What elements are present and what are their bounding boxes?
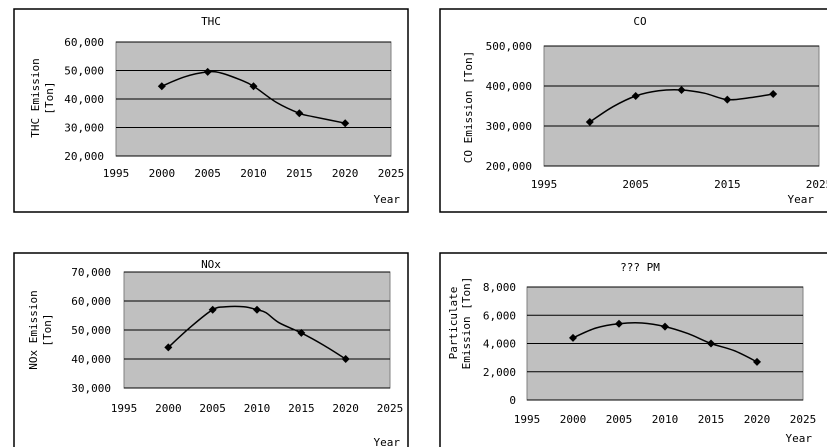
data-point <box>157 82 166 91</box>
plot-area <box>543 45 820 167</box>
x-tick-label: 1995 <box>531 178 558 191</box>
x-tick-label: 1995 <box>514 413 541 426</box>
y-tick-label: 50,000 <box>64 65 104 78</box>
x-axis-label: Year <box>786 432 813 445</box>
data-point <box>769 90 778 98</box>
chart-panel-thc: THC Year THC Emission [Ton] 20,000 30,000… <box>13 8 409 213</box>
data-point <box>341 119 350 128</box>
x-tick-label: 2025 <box>378 167 405 180</box>
chart-panel-co: CO Year CO Emission [Ton] 200,000 300,000… <box>439 8 827 213</box>
x-tick-label: 2005 <box>199 402 226 415</box>
y-axis-label-line-2: [Ton] <box>41 313 54 346</box>
data-point <box>631 92 640 100</box>
chart-title: THC <box>201 15 221 28</box>
chart-panel-nox: NOx Year NOx Emission [Ton] 30,000 40,000… <box>13 252 409 447</box>
y-axis-label: CO Emission [Ton] <box>462 51 475 164</box>
x-tick-label: 2010 <box>240 167 267 180</box>
plot-elements: 200,000 300,000 400,000 500,000 1995 2005 2015… <box>486 40 827 191</box>
y-axis-label-line-2: Emission [Ton] <box>460 277 473 370</box>
y-tick-label: 50,000 <box>71 324 111 337</box>
data-point <box>677 86 686 94</box>
x-tick-label: 2020 <box>332 167 359 180</box>
series-line <box>161 70 346 124</box>
x-tick-label: 2025 <box>790 413 817 426</box>
x-tick-label: 2015 <box>286 167 313 180</box>
y-axis-label-line-1: Particulate <box>447 287 460 360</box>
y-tick-label: 6,000 <box>483 309 516 322</box>
x-tick-label: 2025 <box>377 402 404 415</box>
x-tick-label: 2000 <box>560 413 587 426</box>
data-point <box>341 355 350 363</box>
y-axis-label-line-2: [Ton] <box>43 81 56 114</box>
y-tick-label: 400,000 <box>486 80 532 93</box>
chart-title: CO <box>633 15 646 28</box>
x-tick-label: 1995 <box>111 402 138 415</box>
x-tick-label: 1995 <box>103 167 130 180</box>
y-tick-label: 30,000 <box>71 382 111 395</box>
y-tick-label: 60,000 <box>71 295 111 308</box>
x-tick-label: 2005 <box>194 167 221 180</box>
data-point <box>753 357 761 366</box>
x-axis-label: Year <box>374 436 401 447</box>
plot-elements: 0 2,000 4,000 6,000 8,000 1995 2000 2005 2010 201… <box>483 281 816 426</box>
chart-title: NOx <box>201 258 221 271</box>
data-point <box>569 333 577 342</box>
y-tick-label: 500,000 <box>486 40 532 53</box>
y-tick-label: 0 <box>509 394 516 407</box>
x-tick-label: 2020 <box>332 402 359 415</box>
data-point <box>249 82 258 91</box>
plot-elements: 30,000 40,000 50,000 60,000 70,000 1995 2000 20… <box>71 266 403 415</box>
data-point <box>253 305 261 314</box>
x-tick-label: 2015 <box>288 402 315 415</box>
y-tick-label: 200,000 <box>486 160 532 173</box>
x-tick-label: 2025 <box>806 178 827 191</box>
data-point <box>585 118 594 126</box>
x-tick-label: 2000 <box>149 167 176 180</box>
data-point <box>661 322 669 331</box>
data-point <box>723 95 732 104</box>
chart-title: ??? PM <box>620 261 660 274</box>
y-axis-label-line-1: THC Emission <box>29 58 42 137</box>
y-tick-label: 30,000 <box>64 122 104 135</box>
x-tick-label: 2015 <box>698 413 725 426</box>
y-tick-label: 2,000 <box>483 366 516 379</box>
x-tick-label: 2015 <box>714 178 741 191</box>
x-tick-label: 2010 <box>244 402 271 415</box>
data-point <box>203 67 212 76</box>
data-point <box>297 328 306 337</box>
y-tick-label: 20,000 <box>64 150 104 163</box>
y-axis-label-line-1: NOx Emission <box>27 290 40 369</box>
y-tick-label: 60,000 <box>64 36 104 49</box>
x-axis-label: Year <box>788 193 815 206</box>
x-axis-label: Year <box>374 193 401 206</box>
y-tick-label: 4,000 <box>483 338 516 351</box>
y-tick-label: 300,000 <box>486 120 532 133</box>
data-point <box>164 343 173 352</box>
data-point <box>707 339 715 348</box>
chart-panel-pm: ??? PM Year Particulate Emission [Ton] 0… <box>439 252 827 447</box>
x-tick-label: 2005 <box>622 178 649 191</box>
x-tick-label: 2005 <box>606 413 633 426</box>
data-point <box>615 319 623 328</box>
y-tick-label: 8,000 <box>483 281 516 294</box>
plot-elements: 20,000 30,000 40,000 50,000 60,000 1995 2000 20… <box>64 36 404 180</box>
y-tick-label: 70,000 <box>71 266 111 279</box>
data-point <box>295 109 304 118</box>
y-tick-label: 40,000 <box>64 93 104 106</box>
y-tick-label: 40,000 <box>71 353 111 366</box>
x-tick-label: 2000 <box>155 402 182 415</box>
x-tick-label: 2010 <box>652 413 679 426</box>
x-tick-label: 2020 <box>744 413 771 426</box>
data-point <box>208 305 217 314</box>
